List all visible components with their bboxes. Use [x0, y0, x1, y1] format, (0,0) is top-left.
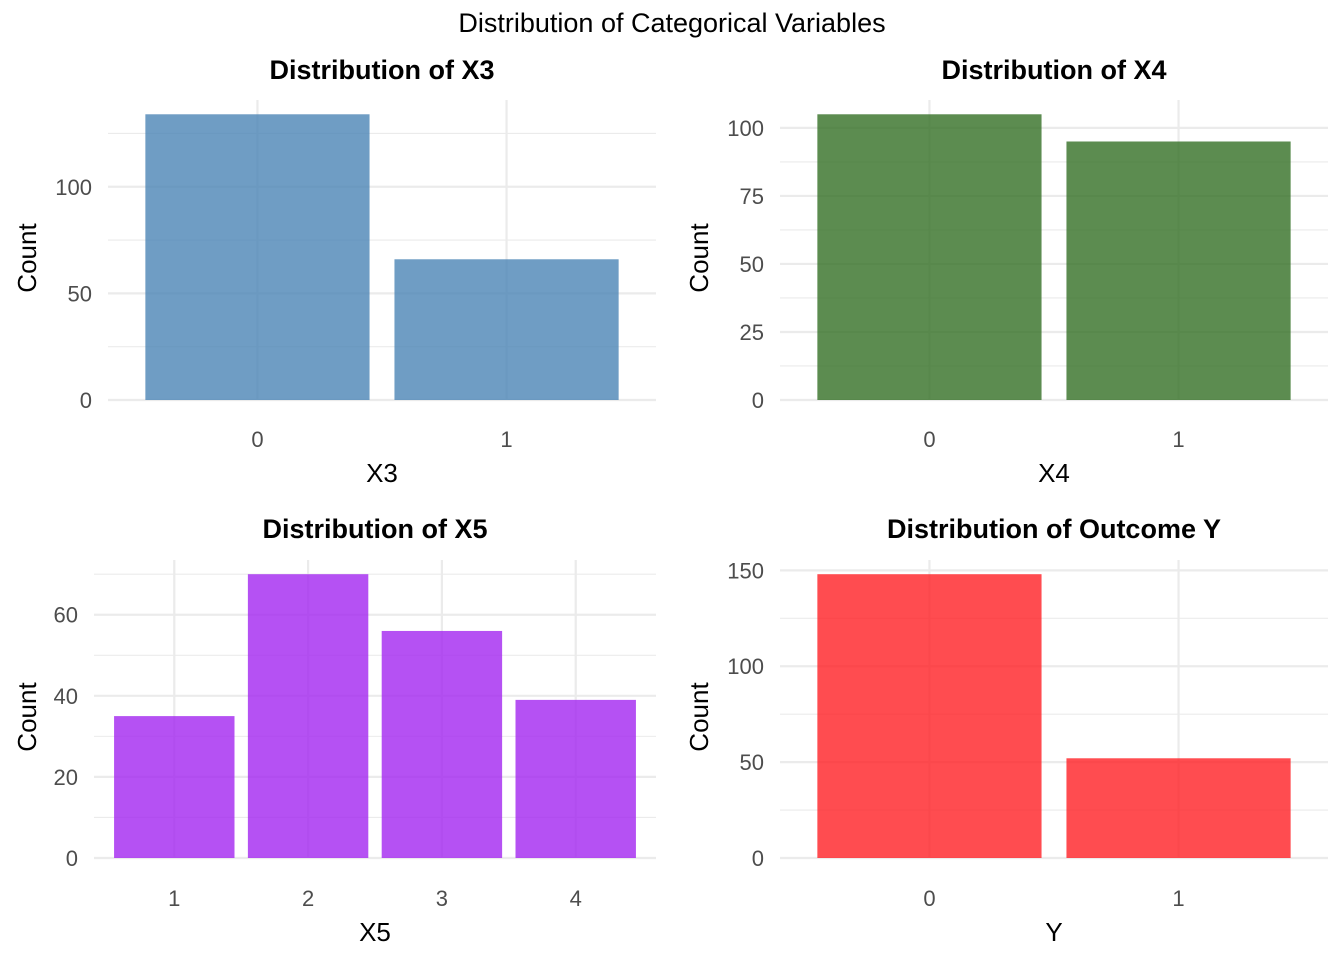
- x-tick-label: 0: [923, 427, 935, 452]
- bar-1: [1066, 758, 1291, 858]
- y-tick-label: 20: [54, 765, 78, 790]
- y-tick-label: 0: [752, 846, 764, 871]
- y-tick-label: 0: [752, 388, 764, 413]
- y-tick-label: 75: [740, 184, 764, 209]
- x-axis-title: X4: [1038, 458, 1070, 488]
- y-tick-label: 50: [740, 750, 764, 775]
- x-tick-label: 0: [923, 886, 935, 911]
- panel-title: Distribution of Outcome Y: [887, 514, 1221, 544]
- x-axis-title: X5: [359, 917, 391, 947]
- x-tick-label: 2: [302, 886, 314, 911]
- y-tick-label: 0: [66, 846, 78, 871]
- y-tick-label: 25: [740, 320, 764, 345]
- y-axis-title: Count: [12, 223, 42, 293]
- bar-0: [817, 574, 1042, 858]
- y-axis-title: Count: [684, 682, 714, 752]
- panel-3: 0 20 40 60 1 2 3 4 Distribution of X5 X5 Count: [12, 514, 656, 947]
- y-tick-label: 100: [727, 116, 764, 141]
- y-tick-label: 50: [68, 281, 92, 306]
- y-axis-title: Count: [684, 223, 714, 293]
- bar-0: [817, 114, 1042, 401]
- x-tick-label: 3: [436, 886, 448, 911]
- y-tick-label: 100: [727, 654, 764, 679]
- y-tick-label: 100: [55, 175, 92, 200]
- bar-4: [515, 699, 636, 858]
- panel-1: 0 50 100 0 1 Distribution of X3 X3 Count: [12, 55, 656, 488]
- panel-4: 0 50 100 150 0 1 Distribution of Outcome Y Y Cou…: [684, 514, 1328, 947]
- panel-title: Distribution of X5: [263, 514, 488, 544]
- panel-title: Distribution of X3: [270, 55, 495, 85]
- y-tick-label: 40: [54, 684, 78, 709]
- y-axis-title: Count: [12, 682, 42, 752]
- bar-0: [145, 114, 370, 401]
- bar-1: [1066, 141, 1291, 401]
- x-tick-label: 4: [570, 886, 582, 911]
- x-tick-label: 1: [1172, 427, 1184, 452]
- panel-title: Distribution of X4: [942, 55, 1167, 85]
- y-tick-label: 60: [54, 603, 78, 628]
- y-tick-label: 50: [740, 252, 764, 277]
- x-axis-title: X3: [366, 458, 398, 488]
- x-tick-label: 1: [1172, 886, 1184, 911]
- x-tick-label: 1: [500, 427, 512, 452]
- bar-1: [394, 259, 619, 400]
- panel-2: 0 25 50 75 100 0 1 Distribution of X4 X4 Count: [684, 55, 1328, 488]
- bar-3: [381, 630, 503, 858]
- bar-2: [247, 574, 369, 858]
- x-axis-title: Y: [1045, 917, 1062, 947]
- main-title: Distribution of Categorical Variables: [458, 8, 885, 38]
- x-tick-label: 0: [251, 427, 263, 452]
- x-tick-label: 1: [168, 886, 180, 911]
- y-tick-label: 150: [727, 558, 764, 583]
- y-tick-label: 0: [80, 388, 92, 413]
- bar-1: [114, 716, 235, 858]
